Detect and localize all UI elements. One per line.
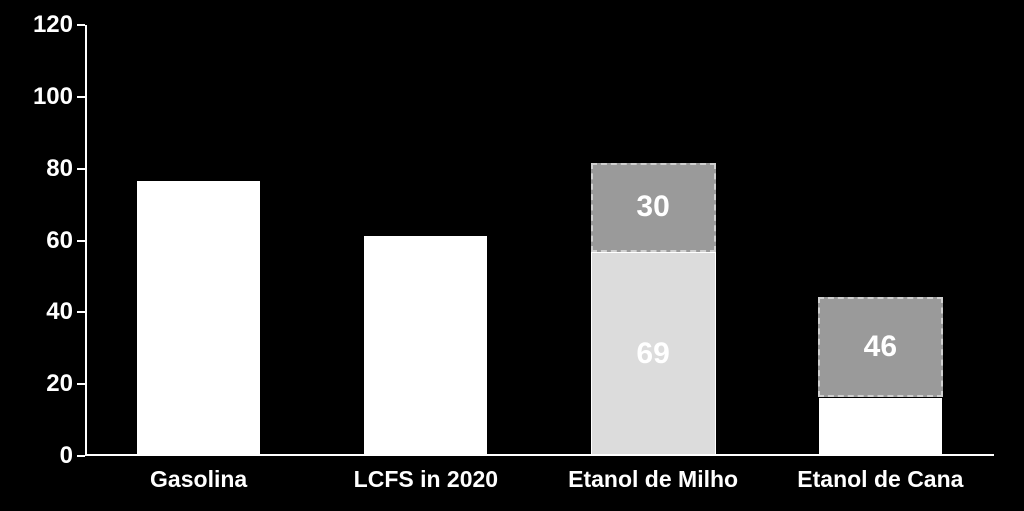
y-axis: 020406080100120: [0, 25, 85, 456]
segment-value-label: 30: [593, 190, 714, 224]
y-tick-label: 0: [60, 442, 73, 470]
bar-segment: [818, 397, 943, 456]
y-tick-mark: [77, 24, 85, 26]
y-tick-mark: [77, 96, 85, 98]
bar-segment: [136, 180, 261, 456]
y-tick-label: 100: [33, 83, 73, 111]
bar-segment: 30: [591, 163, 716, 252]
segment-value-label: 69: [592, 337, 715, 371]
bar-group: 69 30: [591, 100, 716, 456]
x-axis-label: Etanol de Cana: [767, 466, 994, 493]
x-axis-labels: GasolinaLCFS in 2020Etanol de MilhoEtano…: [85, 456, 994, 511]
y-tick-mark: [77, 240, 85, 242]
carbon-intensity-chart: 0 20 40 60 80 100 120 69 30 46 GasolinaLCFS in 2…: [0, 0, 1024, 511]
bars-container: 69 30 46: [85, 25, 994, 456]
x-axis-label: LCFS in 2020: [312, 466, 539, 493]
x-axis-label: Gasolina: [85, 466, 312, 493]
y-tick-label: 20: [46, 370, 73, 398]
y-tick-mark: [77, 311, 85, 313]
bar-group: 46: [818, 194, 943, 456]
bar-group: [363, 147, 488, 456]
y-tick-mark: [77, 168, 85, 170]
y-tick-label: 120: [33, 11, 73, 39]
y-tick-mark: [77, 383, 85, 385]
y-tick-mark: [77, 455, 85, 457]
segment-value-label: 46: [820, 330, 941, 364]
y-tick-label: 40: [46, 298, 73, 326]
bar-segment: 46: [818, 297, 943, 398]
bar-segment: [363, 235, 488, 456]
y-tick-label: 60: [46, 227, 73, 255]
bar-segment: 69: [591, 252, 716, 456]
x-axis-label: Etanol de Milho: [540, 466, 767, 493]
y-tick-label: 80: [46, 155, 73, 183]
plot-area: 69 30 46: [85, 25, 994, 456]
bar-group: [136, 111, 261, 456]
